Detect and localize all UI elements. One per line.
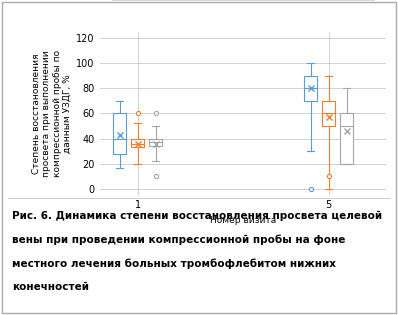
Bar bbox=[340, 113, 353, 164]
Bar bbox=[304, 76, 317, 101]
Text: вены при проведении компрессионной пробы на фоне: вены при проведении компрессионной пробы… bbox=[12, 235, 345, 245]
X-axis label: Номер визита: Номер визита bbox=[210, 216, 276, 225]
Bar bbox=[322, 101, 335, 126]
Bar bbox=[149, 139, 162, 146]
Text: местного лечения больных тромбофлебитом нижних: местного лечения больных тромбофлебитом … bbox=[12, 258, 336, 269]
Bar bbox=[113, 113, 126, 154]
Text: конечностей: конечностей bbox=[12, 282, 89, 292]
Bar bbox=[131, 139, 144, 147]
Text: Рис. 6. Динамика степени восстановления просвета целевой: Рис. 6. Динамика степени восстановления … bbox=[12, 211, 382, 221]
Y-axis label: Степень восстановления
просвета при выполнении
компрессионной пробы по
данным УЗ: Степень восстановления просвета при выпо… bbox=[32, 50, 72, 177]
